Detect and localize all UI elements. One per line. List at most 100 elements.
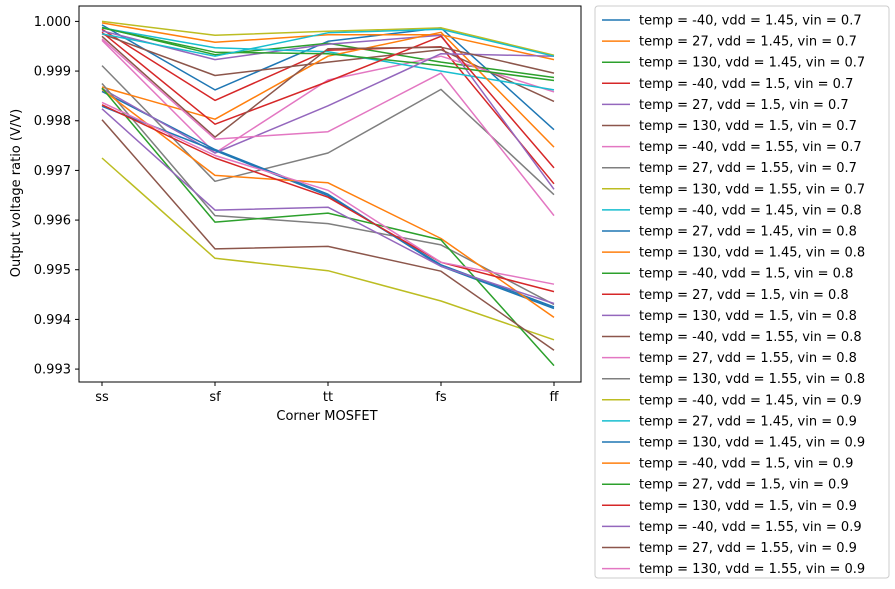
y-tick-label: 0.996 [34, 214, 71, 229]
y-axis-label: Output voltage ratio (V/V) [9, 109, 24, 277]
legend-label: temp = -40, vdd = 1.55, vin = 0.8 [639, 330, 862, 345]
x-axis: ss sf tt fs ff [95, 382, 560, 405]
series-line [101, 39, 555, 154]
series-line [101, 108, 555, 305]
legend-item: temp = 130, vdd = 1.55, vin = 0.7 [602, 182, 865, 197]
legend-item: temp = 130, vdd = 1.45, vin = 0.8 [602, 246, 865, 261]
series-line [101, 27, 555, 91]
series-line [101, 33, 555, 103]
legend-item: temp = 27, vdd = 1.55, vin = 0.7 [602, 161, 857, 176]
legend-label: temp = 27, vdd = 1.55, vin = 0.7 [639, 161, 857, 176]
plot-lines [101, 20, 555, 367]
legend-items: temp = -40, vdd = 1.45, vin = 0.7 temp = … [602, 14, 865, 577]
series-line [101, 22, 555, 61]
legend-item: temp = 27, vdd = 1.5, vin = 0.9 [602, 478, 849, 493]
legend-label: temp = 130, vdd = 1.5, vin = 0.7 [639, 119, 857, 134]
series-line [101, 101, 555, 285]
plot-frame [78, 5, 582, 383]
y-tick-label: 0.998 [34, 114, 71, 129]
legend-label: temp = 130, vdd = 1.55, vin = 0.7 [639, 182, 865, 197]
series-line [101, 52, 555, 154]
x-tick-label: sf [209, 390, 221, 405]
legend-label: temp = -40, vdd = 1.45, vin = 0.7 [639, 14, 862, 29]
y-axis: 0.993 0.994 0.995 0.996 0.997 0.998 0.999 1.000 [34, 15, 79, 378]
series-line [101, 28, 555, 57]
legend: temp = -40, vdd = 1.45, vin = 0.7 temp = … [594, 5, 890, 579]
x-tick-label: fs [435, 390, 447, 405]
legend-item: temp = 27, vdd = 1.55, vin = 0.9 [602, 541, 857, 556]
legend-item: temp = -40, vdd = 1.5, vin = 0.8 [602, 267, 853, 282]
legend-item: temp = 130, vdd = 1.5, vin = 0.8 [602, 309, 857, 324]
series-line [101, 31, 555, 169]
x-tick-label: ss [95, 390, 109, 405]
series-line [101, 88, 555, 319]
legend-item: temp = 130, vdd = 1.45, vin = 0.7 [602, 56, 865, 71]
legend-item: temp = -40, vdd = 1.5, vin = 0.9 [602, 457, 853, 472]
series-line [101, 38, 555, 217]
series-line [101, 90, 555, 310]
y-tick-label: 0.995 [34, 263, 71, 278]
x-tick-label: tt [323, 390, 333, 405]
legend-item: temp = 130, vdd = 1.55, vin = 0.8 [602, 372, 865, 387]
series-line [101, 28, 555, 185]
legend-label: temp = 27, vdd = 1.5, vin = 0.8 [639, 288, 849, 303]
series-line [101, 65, 555, 196]
legend-label: temp = 27, vdd = 1.45, vin = 0.8 [639, 225, 857, 240]
series-line [101, 104, 555, 293]
series-line [101, 35, 555, 138]
legend-label: temp = 27, vdd = 1.5, vin = 0.7 [639, 98, 849, 113]
y-tick-label: 1.000 [34, 15, 71, 30]
legend-label: temp = 27, vdd = 1.45, vin = 0.9 [639, 414, 857, 429]
legend-item: temp = 130, vdd = 1.5, vin = 0.7 [602, 119, 857, 134]
legend-label: temp = 27, vdd = 1.55, vin = 0.9 [639, 541, 857, 556]
legend-item: temp = 27, vdd = 1.5, vin = 0.7 [602, 98, 849, 113]
y-tick-label: 0.999 [34, 65, 71, 80]
y-tick-label: 0.997 [34, 164, 71, 179]
series-line [101, 24, 555, 131]
legend-label: temp = 27, vdd = 1.45, vin = 0.7 [639, 35, 857, 50]
legend-item: temp = -40, vdd = 1.5, vin = 0.7 [602, 77, 853, 92]
legend-item: temp = -40, vdd = 1.55, vin = 0.9 [602, 520, 862, 535]
legend-item: temp = -40, vdd = 1.45, vin = 0.7 [602, 14, 862, 29]
legend-item: temp = -40, vdd = 1.55, vin = 0.8 [602, 330, 862, 345]
legend-label: temp = 130, vdd = 1.45, vin = 0.9 [639, 436, 865, 451]
legend-item: temp = 130, vdd = 1.45, vin = 0.9 [602, 436, 865, 451]
legend-item: temp = -40, vdd = 1.45, vin = 0.8 [602, 203, 862, 218]
y-tick-label: 0.994 [34, 313, 71, 328]
legend-label: temp = 130, vdd = 1.5, vin = 0.9 [639, 499, 857, 514]
legend-label: temp = -40, vdd = 1.55, vin = 0.9 [639, 520, 862, 535]
series-line [101, 119, 555, 351]
legend-label: temp = 130, vdd = 1.45, vin = 0.8 [639, 246, 865, 261]
legend-item: temp = 130, vdd = 1.55, vin = 0.9 [602, 562, 865, 577]
legend-label: temp = -40, vdd = 1.55, vin = 0.7 [639, 140, 862, 155]
legend-label: temp = 130, vdd = 1.55, vin = 0.9 [639, 562, 865, 577]
series-line [101, 87, 555, 367]
legend-label: temp = -40, vdd = 1.5, vin = 0.9 [639, 457, 853, 472]
legend-frame [594, 5, 890, 579]
series-line [101, 157, 555, 341]
legend-label: temp = -40, vdd = 1.5, vin = 0.7 [639, 77, 853, 92]
legend-item: temp = -40, vdd = 1.55, vin = 0.7 [602, 140, 862, 155]
series-line [101, 30, 555, 190]
x-axis-label: Corner MOSFET [276, 409, 377, 424]
legend-label: temp = -40, vdd = 1.45, vin = 0.9 [639, 393, 862, 408]
legend-item: temp = 130, vdd = 1.5, vin = 0.9 [602, 499, 857, 514]
legend-label: temp = 130, vdd = 1.55, vin = 0.8 [639, 372, 865, 387]
series-line [101, 20, 555, 56]
legend-item: temp = 27, vdd = 1.5, vin = 0.8 [602, 288, 849, 303]
legend-item: temp = 27, vdd = 1.45, vin = 0.8 [602, 225, 857, 240]
legend-item: temp = 27, vdd = 1.45, vin = 0.9 [602, 414, 857, 429]
legend-label: temp = -40, vdd = 1.5, vin = 0.8 [639, 267, 853, 282]
series-line [101, 27, 555, 82]
legend-item: temp = 27, vdd = 1.45, vin = 0.7 [602, 35, 857, 50]
legend-label: temp = -40, vdd = 1.45, vin = 0.8 [639, 203, 862, 218]
legend-label: temp = 130, vdd = 1.5, vin = 0.8 [639, 309, 857, 324]
legend-label: temp = 130, vdd = 1.45, vin = 0.7 [639, 56, 865, 71]
legend-label: temp = 27, vdd = 1.5, vin = 0.9 [639, 478, 849, 493]
legend-item: temp = 27, vdd = 1.55, vin = 0.8 [602, 351, 857, 366]
legend-label: temp = 27, vdd = 1.55, vin = 0.8 [639, 351, 857, 366]
y-tick-label: 0.993 [34, 363, 71, 378]
legend-item: temp = -40, vdd = 1.45, vin = 0.9 [602, 393, 862, 408]
x-tick-label: ff [550, 390, 560, 405]
